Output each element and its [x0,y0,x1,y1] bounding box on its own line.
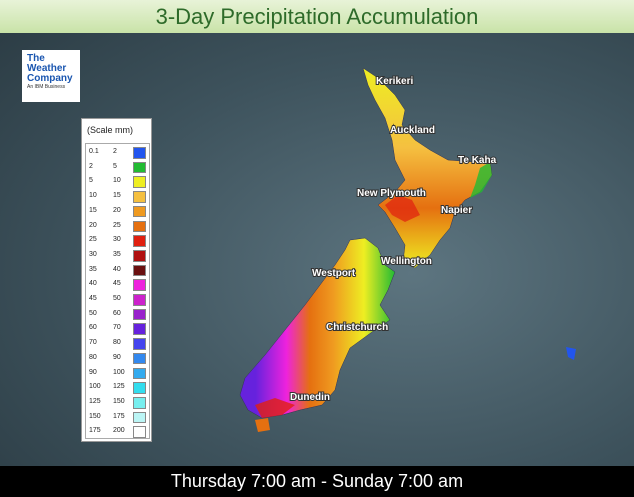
legend-swatch [133,249,146,262]
taranaki-rain [385,195,420,222]
legend-min: 80 [89,353,97,361]
legend-max: 70 [113,324,121,332]
logo-text: The [27,53,45,64]
legend-max: 60 [113,309,121,317]
legend-min: 90 [89,368,97,376]
city-label: Westport [312,268,356,279]
legend-max: 5 [113,162,117,170]
city-label: Wellington [381,256,432,267]
legend-min: 0.1 [89,148,99,155]
legend-swatch [133,426,146,438]
legend-swatch [133,411,146,424]
legend-min: 10 [89,192,97,200]
legend-min: 50 [89,309,97,317]
legend-max: 200 [113,427,125,435]
legend-swatch [133,367,146,380]
logo-text: Weather [27,63,67,74]
stewart-island [255,418,270,432]
legend-title: (Scale mm) [87,125,134,135]
southland-rain [255,398,295,418]
legend-swatch [133,220,146,233]
legend-max: 150 [113,397,125,405]
legend-max: 20 [113,206,121,214]
legend-min: 125 [89,397,101,405]
east-coast-rain [470,162,492,198]
logo-text: Company [27,73,73,84]
city-label: New Plymouth [357,188,426,199]
legend-max: 10 [113,177,121,185]
footer: Thursday 7:00 am - Sunday 7:00 am [0,466,634,497]
city-label: Dunedin [290,392,330,403]
legend-rows: 0.1 2 2 5 5 10 10 15 15 20 20 25 25 30 30 35 35 40 40 45 45 5… [85,143,150,439]
legend-min: 15 [89,206,97,214]
legend-min: 40 [89,280,97,288]
legend-swatch [133,382,146,394]
legend-swatch [133,352,146,365]
logo: The Weather Company An IBM Business [22,50,80,102]
logo-tagline: An IBM Business [27,84,66,90]
legend-min: 25 [89,236,97,244]
legend-max: 15 [113,192,121,200]
legend-swatch [133,176,146,189]
legend-min: 35 [89,265,97,273]
south-island [239,237,396,419]
legend-swatch [133,294,146,306]
north-island [362,67,493,269]
city-label: Napier [441,205,472,216]
legend-min: 30 [89,250,97,258]
legend-min: 20 [89,221,97,229]
legend-swatch [133,191,146,203]
legend-swatch [133,279,146,291]
legend-min: 45 [89,295,97,302]
legend-min: 100 [89,383,101,391]
legend-max: 45 [113,280,121,288]
legend-max: 100 [113,368,125,376]
city-label: Auckland [390,125,435,136]
legend-max: 35 [113,250,121,258]
legend: (Scale mm) 0.1 2 2 5 5 10 10 15 15 20 20 25 25 30 30 35… [81,118,152,442]
legend-max: 175 [113,412,125,420]
legend-swatch [133,161,146,174]
title: 3-Day Precipitation Accumulation [0,0,634,33]
legend-swatch [133,264,146,277]
legend-max: 125 [113,383,125,391]
legend-swatch [133,147,146,159]
legend-max: 30 [113,236,121,244]
legend-swatch [133,396,146,409]
legend-min: 175 [89,427,101,435]
legend-min: 2 [89,162,93,170]
legend-swatch [133,338,146,350]
legend-max: 25 [113,221,121,229]
legend-max: 50 [113,295,121,302]
legend-max: 80 [113,339,121,347]
city-label: Christchurch [326,322,388,333]
legend-min: 60 [89,324,97,332]
legend-min: 5 [89,177,93,185]
city-label: Te Kaha [458,155,497,166]
chatham-islands [566,347,576,360]
legend-swatch [133,323,146,336]
legend-min: 150 [89,412,101,420]
legend-swatch [133,235,146,247]
city-label: Kerikeri [376,76,413,87]
legend-max: 40 [113,265,121,273]
legend-swatch [133,308,146,321]
legend-min: 70 [89,339,97,347]
legend-swatch [133,205,146,218]
legend-max: 90 [113,353,121,361]
legend-max: 2 [113,148,117,155]
